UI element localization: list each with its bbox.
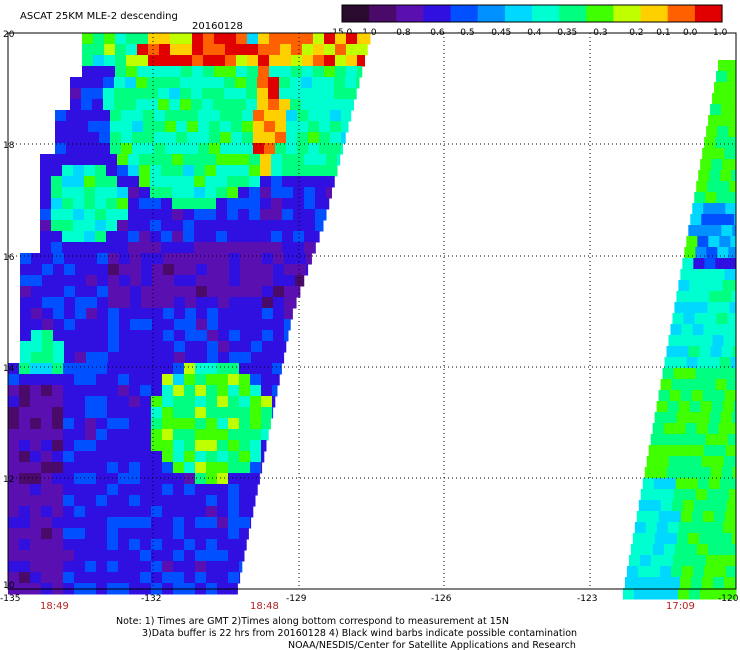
map-frame: [7, 32, 737, 590]
colorbar-swatch: [667, 5, 696, 22]
colorbar-swatch: [450, 5, 479, 22]
colorbar-swatch: [532, 5, 560, 22]
colorbar-swatch: [504, 5, 533, 22]
swath-data: [8, 33, 737, 600]
lat-lon-grid: [8, 33, 736, 589]
pass-time-label: 18:48: [250, 601, 279, 612]
colorbar-swatch: [559, 5, 587, 22]
colorbar-swatch: [640, 5, 669, 22]
colorbar-swatch: [423, 5, 452, 22]
lat-tick-label: 10: [3, 581, 15, 591]
footnote-line-2: 3)Data buffer is 22 hrs from 20160128 4)…: [142, 628, 577, 639]
lat-tick-label: 18: [3, 141, 15, 151]
product-date: 20160128: [192, 21, 243, 32]
colorbar-swatch: [396, 5, 424, 22]
lat-tick-label: 20: [3, 30, 15, 40]
colorbar-swatch: [613, 5, 642, 22]
lon-tick-label: -120: [718, 594, 739, 604]
lon-tick-label: -129: [286, 594, 307, 604]
pass-time-label: 17:09: [666, 601, 695, 612]
pass-time-label: 18:49: [40, 601, 69, 612]
colorbar-swatch: [694, 5, 723, 22]
lon-tick-label: -135: [0, 594, 20, 604]
colorbar-swatch: [586, 5, 614, 22]
lat-tick-label: 14: [3, 364, 15, 374]
lon-tick-label: -123: [577, 594, 597, 604]
lat-tick-label: 12: [3, 475, 14, 485]
colorbar-swatch: [342, 5, 370, 22]
footnote-line-1: Note: 1) Times are GMT 2)Times along bot…: [116, 616, 509, 627]
product-title: ASCAT 25KM MLE-2 descending: [20, 11, 178, 22]
colorbar-swatch: [477, 5, 506, 22]
footnote-line-3: NOAA/NESDIS/Center for Satellite Applica…: [288, 640, 576, 650]
lon-tick-label: -126: [431, 594, 452, 604]
colorbar-frame: [341, 4, 723, 23]
lon-tick-label: -132: [141, 594, 161, 604]
lat-tick-label: 16: [3, 253, 15, 263]
colorbar: [341, 4, 723, 23]
colorbar-swatch: [369, 5, 397, 22]
